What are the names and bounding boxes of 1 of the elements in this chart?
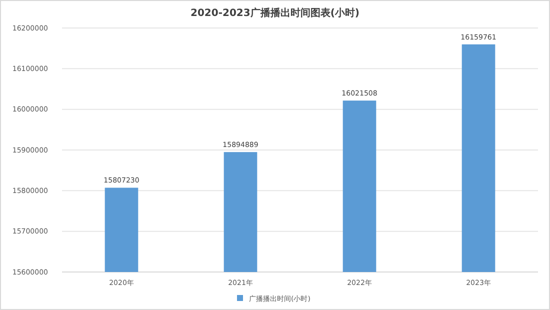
chart-title: 2020-2023广播播出时间图表(小时) <box>190 7 360 19</box>
